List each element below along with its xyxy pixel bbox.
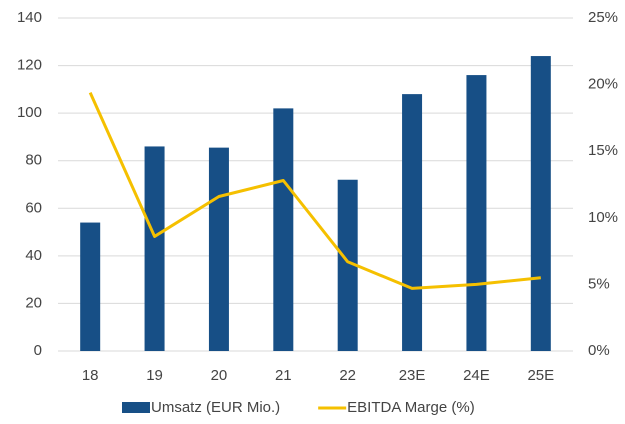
y2-tick-label: 5% — [588, 275, 610, 292]
y2-tick-label: 10% — [588, 209, 618, 226]
y-tick-label: 60 — [25, 199, 42, 216]
y-tick-label: 0 — [34, 342, 42, 359]
y2-tick-label: 15% — [588, 142, 618, 159]
bar — [144, 146, 165, 351]
bar — [530, 56, 551, 352]
line — [88, 91, 541, 290]
x-tick-label: 24E — [463, 367, 490, 384]
bar — [402, 94, 423, 351]
y-tick-label: 20 — [25, 294, 42, 311]
x-tick-label: 25E — [527, 367, 554, 384]
x-tick-label: 18 — [82, 367, 99, 384]
x-tick-label: 21 — [275, 367, 292, 384]
x-tick-label: 20 — [211, 367, 228, 384]
y-tick-label: 100 — [17, 104, 42, 121]
bar — [337, 179, 358, 351]
y-tick-label: 140 — [17, 9, 42, 26]
bar — [273, 108, 294, 351]
y-tick-label: 80 — [25, 152, 42, 169]
bar — [466, 75, 487, 351]
x-tick-label: 19 — [146, 367, 163, 384]
y2-tick-label: 20% — [588, 76, 618, 93]
y-tick-label: 120 — [17, 57, 42, 74]
legend-label: Umsatz (EUR Mio.) — [151, 399, 280, 416]
y2-tick-label: 25% — [588, 9, 618, 26]
bar — [80, 222, 101, 351]
legend-label: EBITDA Marge (%) — [347, 399, 475, 416]
legend-swatch — [122, 402, 150, 413]
y-tick-label: 40 — [25, 247, 42, 264]
x-tick-label: 23E — [399, 367, 426, 384]
bar — [208, 147, 229, 351]
x-tick-label: 22 — [339, 367, 356, 384]
y2-tick-label: 0% — [588, 342, 610, 359]
